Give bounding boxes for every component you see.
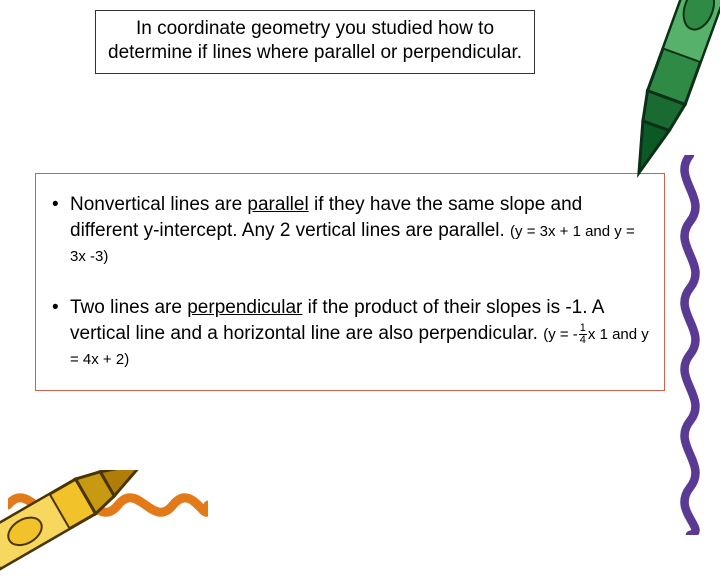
- content-box: Nonvertical lines are parallel if they h…: [35, 173, 665, 391]
- keyword-parallel: parallel: [247, 194, 308, 215]
- eq-part: y = -: [548, 326, 578, 343]
- squiggle-purple-icon: [670, 155, 710, 535]
- equation: y = 3x + 1: [515, 223, 581, 240]
- keyword-perpendicular: perpendicular: [187, 297, 302, 318]
- bullet-text: Nonvertical lines are: [70, 194, 247, 215]
- eq-part: x 1: [588, 326, 608, 343]
- eq-and: and: [581, 223, 614, 240]
- fraction-icon: 14: [579, 323, 587, 346]
- crayon-yellow-icon: [0, 470, 170, 580]
- title-box: In coordinate geometry you studied how t…: [95, 10, 535, 74]
- fraction-den: 4: [579, 335, 587, 346]
- equation: y = -14x 1: [548, 326, 608, 343]
- title-text: In coordinate geometry you studied how t…: [108, 18, 522, 63]
- bullet-text: Two lines are: [70, 297, 187, 318]
- eq-and: and: [608, 326, 641, 343]
- bullet-perpendicular: Two lines are perpendicular if the produ…: [50, 295, 650, 372]
- bullet-parallel: Nonvertical lines are parallel if they h…: [50, 192, 650, 269]
- paren: ): [124, 351, 129, 368]
- paren: ): [103, 248, 108, 265]
